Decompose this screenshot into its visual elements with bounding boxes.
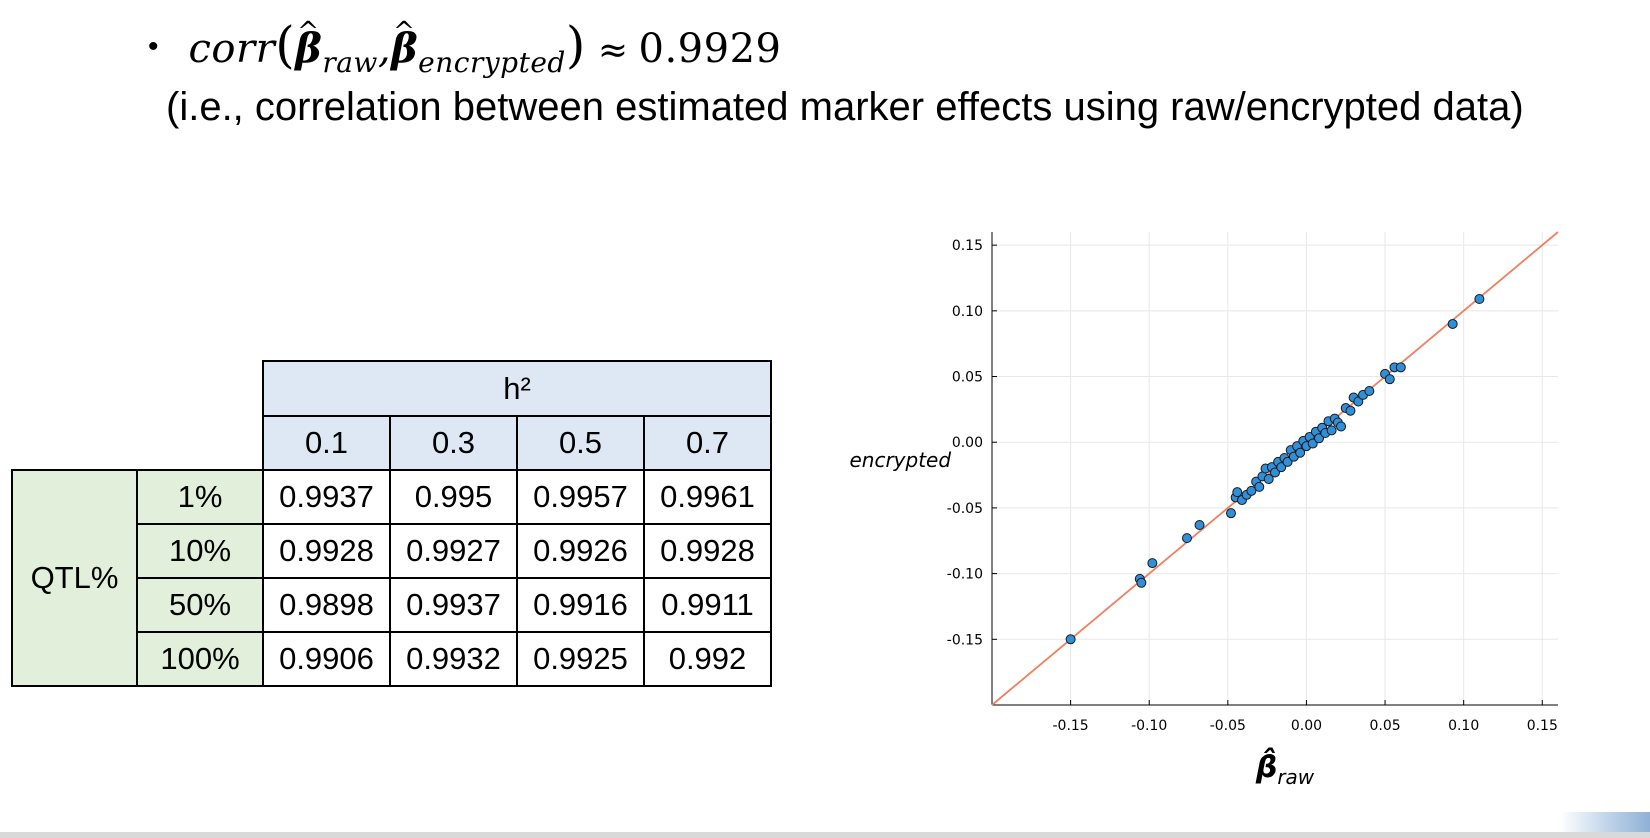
x-tick-label: 0.15 <box>1527 718 1558 734</box>
x-tick-label: 0.05 <box>1369 718 1400 734</box>
y-tick-label: -0.10 <box>947 567 983 583</box>
y-tick-label: -0.05 <box>947 501 983 517</box>
data-point <box>1282 456 1293 467</box>
y-tick-label: 0.05 <box>952 370 983 386</box>
data-point <box>1246 485 1257 496</box>
data-point <box>1270 467 1280 478</box>
bullet-marker: • <box>148 30 159 63</box>
approx-symbol: ≈ <box>597 29 629 71</box>
y-tick-label: 0.00 <box>952 435 983 451</box>
column-header: 0.3 <box>389 415 518 471</box>
x-tick-label: 0.00 <box>1291 718 1322 734</box>
correlation-formula: corr(β ^ raw,β ^ encrypted) ≈0.9929 <box>188 15 782 79</box>
formula-line: • corr(β ^ raw,β ^ encrypted) ≈0.9929 <box>148 12 781 82</box>
y-axis-label: β̂encrypted <box>850 430 951 472</box>
x-tick-label: -0.05 <box>1210 718 1246 734</box>
subtitle: (i.e., correlation between estimated mar… <box>166 85 1524 129</box>
x-axis-label: β̂raw <box>1255 747 1315 789</box>
data-point <box>1263 474 1274 485</box>
table-cell: 0.9937 <box>389 577 518 633</box>
correlation-table: h² 0.1 0.3 0.5 0.7 QTL% 1% 0.9937 0.995 … <box>11 360 772 687</box>
data-point <box>1065 634 1076 645</box>
table-cell: 0.9911 <box>643 577 772 633</box>
table-cell: 0.9906 <box>262 631 391 687</box>
data-point <box>1276 462 1287 473</box>
data-point <box>1395 362 1406 373</box>
data-point <box>1181 533 1192 544</box>
x-tick-label: -0.10 <box>1131 718 1167 734</box>
correlation-value: 0.9929 <box>638 25 782 72</box>
y-tick-label: -0.15 <box>947 632 983 648</box>
row-header: 100% <box>136 631 264 687</box>
formula-subscript-raw: raw <box>322 45 378 79</box>
data-point <box>1474 294 1485 305</box>
data-point <box>1194 519 1205 530</box>
data-point <box>1345 405 1356 416</box>
h2-group-header: h² <box>262 360 772 417</box>
row-header: 50% <box>136 577 264 633</box>
data-point <box>1314 433 1325 444</box>
data-point <box>1447 318 1458 329</box>
table-cell: 0.9937 <box>262 469 391 525</box>
y-tick-label: 0.10 <box>952 304 983 320</box>
column-header: 0.5 <box>516 415 645 471</box>
x-tick-label: -0.15 <box>1052 718 1088 734</box>
data-point <box>1147 558 1158 569</box>
table-cell: 0.9927 <box>389 523 518 579</box>
scatter-chart: -0.15 -0.15 -0.10 -0.10 -0.05 -0.05 0.00 0.00 0.… <box>850 231 1559 789</box>
table-cell: 0.9932 <box>389 631 518 687</box>
column-header: 0.7 <box>643 415 772 471</box>
data-point <box>1364 385 1375 396</box>
row-header: 10% <box>136 523 264 579</box>
data-point <box>1307 438 1318 449</box>
table-cell: 0.995 <box>389 469 518 525</box>
table-cell: 0.9928 <box>262 523 391 579</box>
x-tick-label: 0.10 <box>1448 718 1479 734</box>
table-cell: 0.9928 <box>643 523 772 579</box>
data-point <box>1136 577 1147 588</box>
table-cell: 0.992 <box>643 631 772 687</box>
formula-function: corr <box>188 25 276 72</box>
data-point <box>1225 508 1236 519</box>
data-point <box>1336 421 1347 432</box>
table-cell: 0.9925 <box>516 631 645 687</box>
table-cell: 0.9898 <box>262 577 391 633</box>
data-point <box>1295 447 1306 458</box>
table-cell: 0.9926 <box>516 523 645 579</box>
table-cell: 0.9957 <box>516 469 645 525</box>
column-header: 0.1 <box>262 415 391 471</box>
formula-subscript-encrypted: encrypted <box>418 45 566 79</box>
data-point <box>1326 425 1337 436</box>
y-tick-label: 0.15 <box>952 238 983 254</box>
row-header: 1% <box>136 469 264 525</box>
data-point <box>1384 374 1395 385</box>
table-cell: 0.9961 <box>643 469 772 525</box>
slide-footer-bar <box>0 832 1650 838</box>
data-point <box>1254 481 1265 492</box>
qtl-group-header: QTL% <box>11 469 138 687</box>
slide-corner-accent <box>1560 812 1650 832</box>
data-point <box>1232 487 1243 498</box>
table-cell: 0.9916 <box>516 577 645 633</box>
